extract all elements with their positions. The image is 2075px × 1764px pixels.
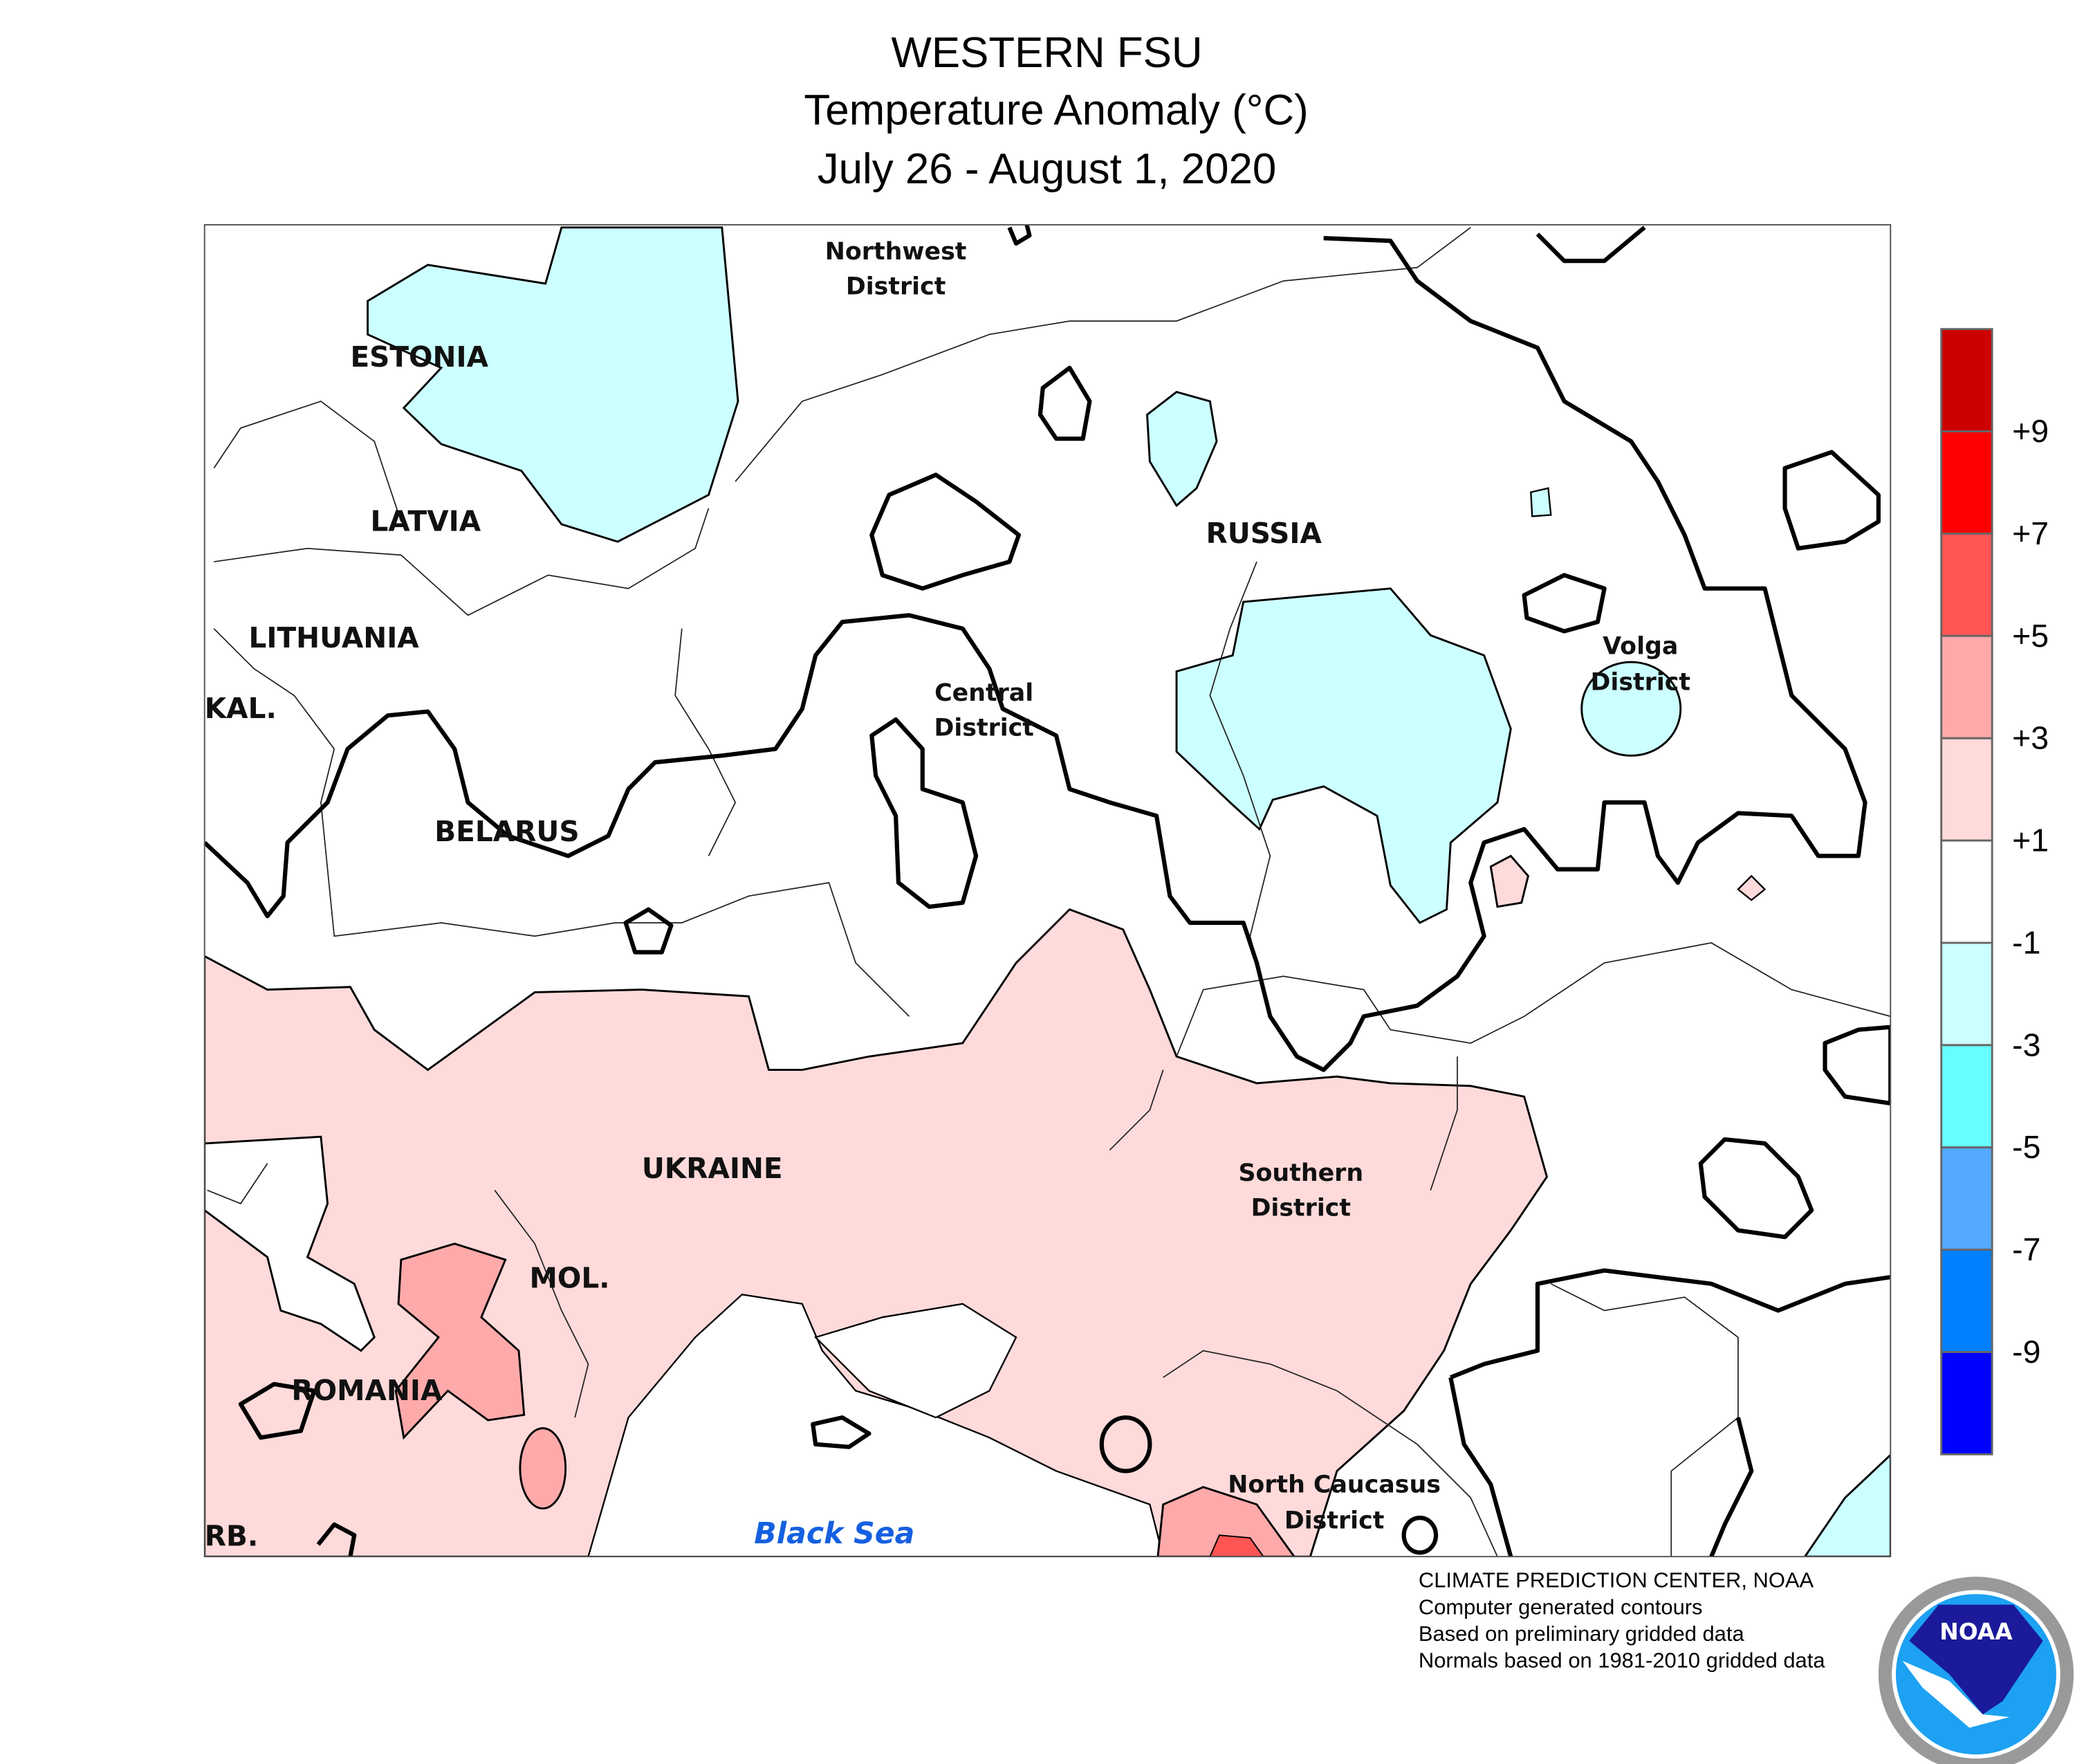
legend-label: +9 [2012,413,2049,449]
warm-anomaly-tiny-east [1737,874,1767,901]
label-north-caucasus-district: North Caucasus [1228,1471,1441,1498]
legend-swatch [1940,1044,1993,1149]
legend-label: -5 [2012,1129,2040,1165]
title-block: WESTERN FSU Temperature Anomaly (°C) Jul… [804,29,1308,193]
label-latvia: LATVIA [370,505,481,538]
legend-swatch [1940,737,1993,842]
legend-swatch [1940,430,1993,535]
white-patch-romania [204,1135,376,1352]
legend-swatch [1940,328,1993,433]
legend-swatch [1940,839,1993,944]
footer-line-4: Normals based on 1981-2010 gridded data [1419,1648,1825,1673]
footer-line-1: CLIMATE PREDICTION CENTER, NOAA [1419,1568,1814,1592]
warm-anomaly-3-5-south-romania [519,1427,567,1510]
footer-line-2: Computer generated contours [1419,1595,1703,1619]
legend-swatch [1940,1146,1993,1251]
label-belarus: BELARUS [434,815,579,848]
legend-label: +1 [2012,823,2049,858]
legend-label: -9 [2012,1334,2040,1370]
legend-label: -7 [2012,1231,2040,1267]
footer-credits: CLIMATE PREDICTION CENTER, NOAA Computer… [1419,1568,1825,1673]
warm-anomaly-3-5-caucasus [1156,1486,1295,1557]
cool-anomaly-north [1146,390,1218,508]
label-central-district-2: District [934,714,1033,742]
title-variable: Temperature Anomaly (°C) [804,86,1308,134]
legend-swatch [1940,1249,1993,1353]
label-southern-district-2: District [1251,1194,1351,1222]
cool-anomaly-russia [1175,587,1512,924]
label-southern-district: Southern [1238,1159,1363,1187]
label-kaliningrad: KAL. [205,692,277,725]
warm-anomaly-small-east [1489,854,1529,908]
legend-label: -3 [2012,1027,2040,1063]
legend-swatch [1940,533,1993,637]
label-russia: RUSSIA [1206,517,1322,550]
cool-anomaly-small [1530,487,1552,517]
label-north-caucasus-district-2: District [1284,1507,1384,1535]
country-borders [207,227,1891,1557]
noaa-logo: NOAA [1878,1577,2074,1764]
label-ukraine: UKRAINE [642,1152,783,1185]
warm-anomaly-3-5-romania [394,1242,526,1440]
contour-lines [204,224,1891,1557]
logo-text: NOAA [1939,1618,2013,1645]
legend-label: +5 [2012,618,2049,654]
label-northwest-district-2: District [846,273,946,300]
label-northwest-district: Northwest [825,238,967,266]
label-central-district: Central [934,679,1033,707]
label-moldova: MOL. [529,1262,609,1295]
legend-label: -1 [2012,924,2040,960]
title-region: WESTERN FSU [891,29,1202,77]
logo-bird-top [1909,1604,2043,1715]
legend-swatch [1940,634,1993,739]
color-legend: +9 +7 +5 +3 +1 -1 -3 -5 -7 -9 [1940,328,2049,1455]
cool-anomaly-baltic [367,226,739,543]
map-labels: ESTONIA LATVIA LITHUANIA KAL. BELARUS RU… [205,238,1690,1553]
label-black-sea: Black Sea [754,1517,914,1551]
label-volga-district: Volga [1603,632,1678,660]
logo-bird-wing [1902,1660,2010,1728]
map-area: ESTONIA LATVIA LITHUANIA KAL. BELARUS RU… [204,224,1891,1557]
label-serbia: RB. [205,1520,259,1553]
crimea-white [813,1303,1017,1419]
cool-anomaly-corner [1803,1453,1891,1557]
map-frame [203,223,1892,1558]
legend-label: +3 [2012,720,2049,756]
legend-swatch [1940,941,1993,1047]
label-romania: ROMANIA [291,1374,443,1407]
black-sea [587,1294,1164,1557]
warm-anomaly-region [204,908,1549,1557]
label-estonia: ESTONIA [350,340,488,374]
footer-line-3: Based on preliminary gridded data [1419,1621,1745,1646]
legend-swatch [1940,1350,1993,1455]
warm-anomaly-5-7-caucasus [1209,1534,1264,1557]
label-volga-district-2: District [1591,669,1690,697]
title-dates: July 26 - August 1, 2020 [818,145,1277,193]
cool-anomaly-volga [1580,661,1682,757]
legend-label: +7 [2012,515,2049,551]
label-lithuania: LITHUANIA [249,621,420,654]
